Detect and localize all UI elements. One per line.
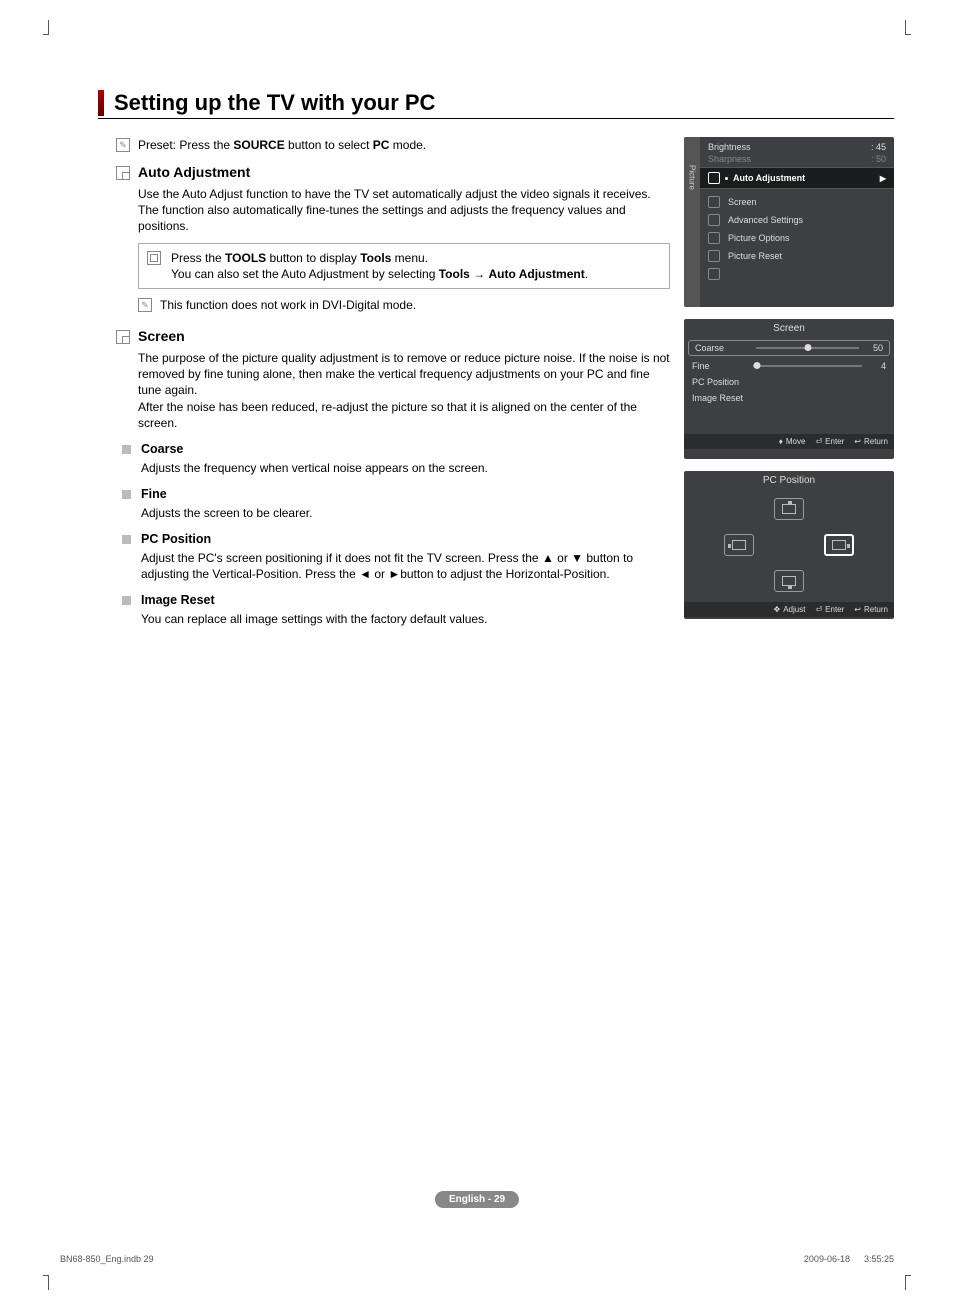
- note-icon: ✎: [138, 298, 152, 312]
- bullet-icon: [122, 490, 131, 499]
- section-icon: [116, 166, 130, 180]
- osd-menu-item: Picture Reset: [700, 247, 894, 265]
- bullet-icon: [122, 596, 131, 605]
- osd-screen-menu: Screen Coarse 50 Fine 4 PC Position Imag…: [684, 319, 894, 459]
- bullet-icon: [122, 535, 131, 544]
- screen-heading: Screen: [138, 327, 185, 346]
- osd-menu-item: Picture Options: [700, 229, 894, 247]
- crop-mark-top: [48, 20, 906, 34]
- tools-inset-box: Press the TOOLS button to display Tools …: [138, 243, 670, 289]
- move-hint: ♦ Move: [779, 437, 806, 446]
- pc-down-button: [774, 570, 804, 592]
- dvi-note: This function does not work in DVI-Digit…: [160, 297, 416, 313]
- fine-desc: Adjusts the screen to be clearer.: [141, 505, 670, 521]
- brightness-value: : 45: [871, 142, 886, 152]
- pcposition-desc: Adjust the PC's screen positioning if it…: [141, 550, 670, 582]
- pc-left-button: [724, 534, 754, 556]
- osd-title: Screen: [684, 319, 894, 338]
- imagereset-heading: Image Reset: [141, 592, 215, 609]
- enter-hint: ⏎ Enter: [815, 605, 844, 614]
- crop-mark-bottom: [48, 1276, 906, 1290]
- tools-line1: Press the TOOLS button to display Tools …: [171, 250, 588, 266]
- tools-line2: You can also set the Auto Adjustment by …: [171, 266, 588, 282]
- sharpness-label: Sharpness: [708, 154, 751, 164]
- page-number-pill: English - 29: [435, 1191, 519, 1208]
- osd-menu-item: Image Reset: [684, 390, 894, 406]
- osd-pcposition-menu: PC Position ✥ Adjust ⏎ Enter ↩ Return: [684, 471, 894, 619]
- fine-heading: Fine: [141, 486, 167, 503]
- coarse-slider: Coarse 50: [688, 340, 890, 356]
- enter-hint: ⏎ Enter: [815, 437, 844, 446]
- footer-filename: BN68-850_Eng.indb 29: [60, 1254, 154, 1264]
- osd-menu-item: PC Position: [684, 374, 894, 390]
- pc-up-button: [774, 498, 804, 520]
- osd-menu-item: [700, 265, 894, 283]
- page-title: Setting up the TV with your PC: [114, 90, 435, 116]
- section-icon: [116, 330, 130, 344]
- osd-selected-item: Auto Adjustment ▶: [700, 167, 894, 189]
- osd-menu-item: Advanced Settings: [700, 211, 894, 229]
- note-icon: ✎: [116, 138, 130, 152]
- osd-menu-item: Screen: [700, 193, 894, 211]
- tools-icon: [147, 251, 161, 265]
- bullet-icon: [122, 445, 131, 454]
- auto-adjustment-desc: Use the Auto Adjust function to have the…: [138, 186, 670, 235]
- osd-picture-menu: Picture Brightness : 45 Sharpness : 50 Aut…: [684, 137, 894, 307]
- preset-text: Preset: Press the SOURCE button to selec…: [138, 137, 426, 153]
- brightness-label: Brightness: [708, 142, 751, 152]
- return-hint: ↩ Return: [854, 605, 888, 614]
- return-hint: ↩ Return: [854, 437, 888, 446]
- osd-title: PC Position: [684, 471, 894, 490]
- coarse-desc: Adjusts the frequency when vertical nois…: [141, 460, 670, 476]
- screen-desc: The purpose of the picture quality adjus…: [138, 350, 670, 431]
- pc-right-button: [824, 534, 854, 556]
- adjust-hint: ✥ Adjust: [774, 605, 806, 614]
- pcposition-heading: PC Position: [141, 531, 211, 548]
- footer-timestamp: 2009-06-18 3:55:25: [804, 1254, 894, 1264]
- fine-slider: Fine 4: [684, 358, 894, 374]
- coarse-heading: Coarse: [141, 441, 183, 458]
- auto-adjustment-heading: Auto Adjustment: [138, 163, 250, 182]
- title-accent-bar: [98, 90, 104, 116]
- imagereset-desc: You can replace all image settings with …: [141, 611, 670, 627]
- chevron-right-icon: ▶: [880, 174, 886, 183]
- sharpness-value: : 50: [871, 154, 886, 164]
- osd-tab-label: Picture: [688, 165, 697, 190]
